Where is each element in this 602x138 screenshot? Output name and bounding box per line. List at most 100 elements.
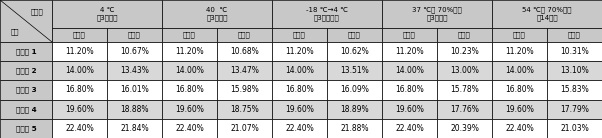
Bar <box>547 61 602 80</box>
Text: 16.09%: 16.09% <box>340 86 369 95</box>
Text: 18.89%: 18.89% <box>340 105 369 114</box>
Bar <box>52 0 162 28</box>
Text: 15.83%: 15.83% <box>560 86 589 95</box>
Text: 40  ℃
（3个月）: 40 ℃ （3个月） <box>206 7 228 21</box>
Text: 试验后: 试验后 <box>568 32 581 38</box>
Text: 11.20%: 11.20% <box>65 47 94 56</box>
Text: 实施例 3: 实施例 3 <box>16 87 36 93</box>
Text: 19.60%: 19.60% <box>395 105 424 114</box>
Bar <box>327 61 382 80</box>
Text: 16.80%: 16.80% <box>285 86 314 95</box>
Text: 实施例 4: 实施例 4 <box>16 106 36 112</box>
Bar <box>0 0 52 42</box>
Text: 19.60%: 19.60% <box>505 105 534 114</box>
Bar <box>382 61 437 80</box>
Text: 实施例 2: 实施例 2 <box>16 67 36 74</box>
Text: 22.40%: 22.40% <box>395 124 424 133</box>
Bar <box>492 100 547 119</box>
Bar <box>327 80 382 100</box>
Text: 11.20%: 11.20% <box>285 47 314 56</box>
Bar <box>217 61 272 80</box>
Bar <box>272 119 327 138</box>
Text: 13.10%: 13.10% <box>560 66 589 75</box>
Bar <box>217 100 272 119</box>
Bar <box>217 42 272 61</box>
Bar <box>437 119 492 138</box>
Text: 15.98%: 15.98% <box>230 86 259 95</box>
Text: 18.75%: 18.75% <box>230 105 259 114</box>
Bar <box>327 119 382 138</box>
Text: 试验后: 试验后 <box>128 32 141 38</box>
Bar <box>107 100 162 119</box>
Bar <box>162 28 217 42</box>
Text: 有效氯: 有效氯 <box>31 8 44 15</box>
Bar <box>0 119 52 138</box>
Bar <box>272 42 327 61</box>
Bar <box>217 119 272 138</box>
Bar <box>382 0 492 28</box>
Text: 10.62%: 10.62% <box>340 47 369 56</box>
Bar <box>437 28 492 42</box>
Bar <box>0 61 52 80</box>
Bar <box>492 42 547 61</box>
Bar <box>217 80 272 100</box>
Text: 试验前: 试验前 <box>403 32 416 38</box>
Bar <box>327 28 382 42</box>
Text: 22.40%: 22.40% <box>65 124 94 133</box>
Text: 16.80%: 16.80% <box>395 86 424 95</box>
Text: 21.88%: 21.88% <box>340 124 369 133</box>
Text: 试验前: 试验前 <box>293 32 306 38</box>
Bar <box>492 61 547 80</box>
Text: 16.80%: 16.80% <box>175 86 204 95</box>
Text: 试验后: 试验后 <box>348 32 361 38</box>
Bar <box>547 100 602 119</box>
Text: 10.23%: 10.23% <box>450 47 479 56</box>
Bar <box>272 0 382 28</box>
Bar <box>52 80 107 100</box>
Text: 13.51%: 13.51% <box>340 66 369 75</box>
Bar <box>217 28 272 42</box>
Bar <box>52 119 107 138</box>
Bar <box>162 119 217 138</box>
Text: 15.78%: 15.78% <box>450 86 479 95</box>
Bar <box>382 28 437 42</box>
Bar <box>382 100 437 119</box>
Bar <box>492 119 547 138</box>
Bar <box>162 61 217 80</box>
Text: 10.67%: 10.67% <box>120 47 149 56</box>
Bar <box>327 100 382 119</box>
Bar <box>107 42 162 61</box>
Bar <box>437 80 492 100</box>
Text: 18.88%: 18.88% <box>120 105 149 114</box>
Text: 22.40%: 22.40% <box>175 124 204 133</box>
Text: 14.00%: 14.00% <box>175 66 204 75</box>
Bar <box>107 80 162 100</box>
Text: 试验前: 试验前 <box>513 32 526 38</box>
Text: 16.80%: 16.80% <box>505 86 534 95</box>
Text: 21.07%: 21.07% <box>230 124 259 133</box>
Text: 11.20%: 11.20% <box>505 47 534 56</box>
Text: 19.60%: 19.60% <box>175 105 204 114</box>
Bar <box>52 61 107 80</box>
Bar <box>547 28 602 42</box>
Text: 37 ℃、 70%湿度
（3个月）: 37 ℃、 70%湿度 （3个月） <box>412 7 462 21</box>
Text: 54 ℃、 70%湿度
（14天）: 54 ℃、 70%湿度 （14天） <box>523 7 572 21</box>
Bar <box>492 80 547 100</box>
Bar <box>52 100 107 119</box>
Text: 14.00%: 14.00% <box>65 66 94 75</box>
Text: 17.76%: 17.76% <box>450 105 479 114</box>
Bar <box>52 28 107 42</box>
Text: 编号: 编号 <box>10 28 19 35</box>
Bar <box>382 80 437 100</box>
Bar <box>0 80 52 100</box>
Bar <box>272 100 327 119</box>
Bar <box>382 42 437 61</box>
Bar <box>272 28 327 42</box>
Bar <box>107 28 162 42</box>
Bar <box>162 100 217 119</box>
Text: 试验后: 试验后 <box>458 32 471 38</box>
Bar <box>162 42 217 61</box>
Bar <box>0 100 52 119</box>
Text: 11.20%: 11.20% <box>395 47 424 56</box>
Text: 10.31%: 10.31% <box>560 47 589 56</box>
